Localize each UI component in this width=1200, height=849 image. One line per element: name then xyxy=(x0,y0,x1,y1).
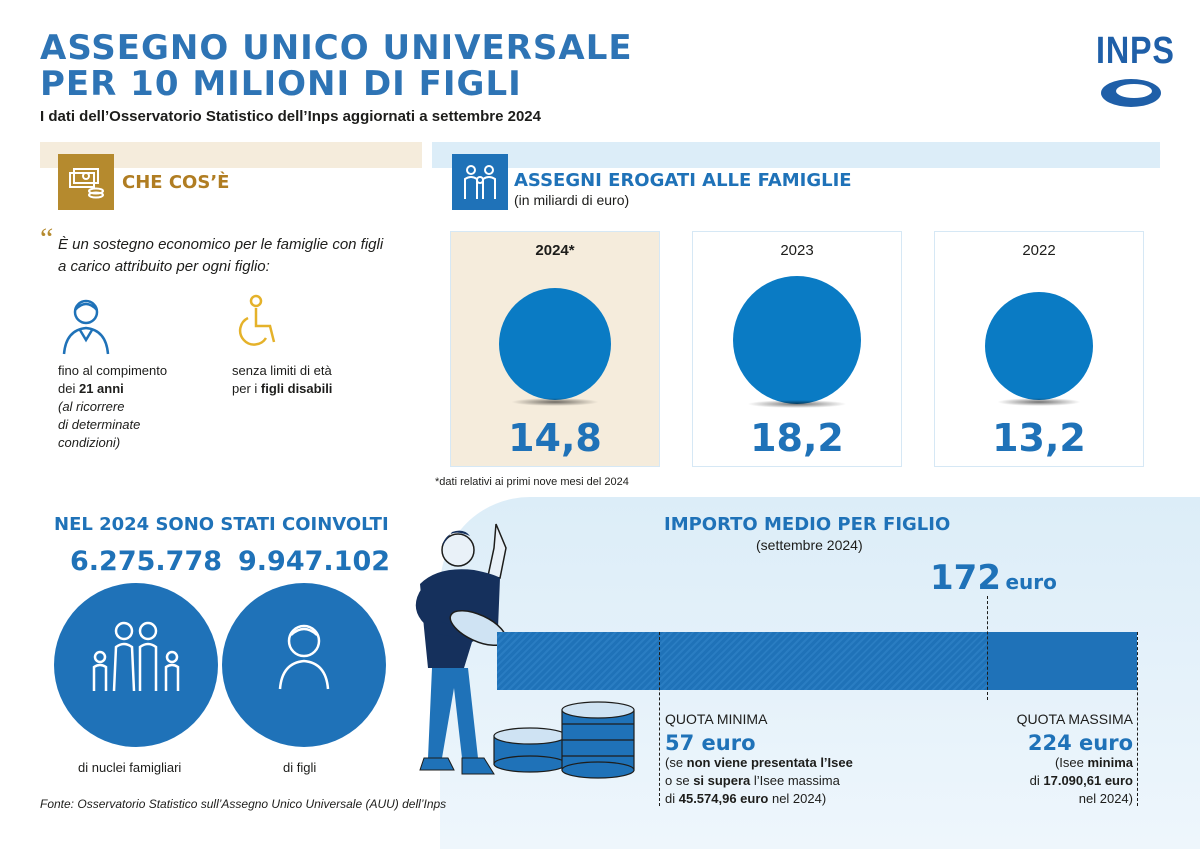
card-year: 2023 xyxy=(780,242,814,259)
source-footer: Fonte: Osservatorio Statistico sull’Asse… xyxy=(40,797,447,811)
quote-icon: “ xyxy=(40,222,54,255)
min-label: QUOTA MINIMA xyxy=(665,711,768,727)
coinvolti-heading: NEL 2024 SONO STATI COINVOLTI xyxy=(54,514,389,535)
section-band-assegni xyxy=(432,142,1160,168)
assegni-heading: ASSEGNI EROGATI ALLE FAMIGLIE xyxy=(514,170,852,191)
person-with-coin-illustration xyxy=(415,523,635,779)
min-note: (se non viene presentata l’Isee o se si … xyxy=(665,755,853,806)
inps-logo-text: INPS xyxy=(1096,30,1175,72)
avg-value: 172 xyxy=(930,558,1001,598)
amount-range-fill xyxy=(497,632,987,690)
family-group-icon xyxy=(92,621,180,692)
card-year: 2022 xyxy=(1022,242,1056,259)
what-definition: È un sostegno economico per le famiglie … xyxy=(58,236,384,275)
card-2023: 2023 18,2 xyxy=(692,231,902,467)
max-label: QUOTA MASSIMA xyxy=(1016,711,1133,727)
max-note: (Isee minima di 17.090,61 euro nel 2024) xyxy=(1029,755,1133,806)
card-value: 14,8 xyxy=(508,416,602,460)
max-value: 224 euro xyxy=(1027,731,1133,755)
families-value: 6.275.778 xyxy=(70,546,223,577)
families-label: di nuclei famigliari xyxy=(78,760,182,775)
max-marker-line xyxy=(1137,632,1138,806)
assegni-unit: (in miliardi di euro) xyxy=(514,192,630,208)
child-icon xyxy=(278,624,330,690)
amount-ball-2022 xyxy=(985,292,1093,400)
min-marker-line xyxy=(659,632,660,806)
title-line-2: PER 10 MILIONI DI FIGLI xyxy=(40,64,522,104)
amount-ball-2023 xyxy=(733,276,861,404)
wheelchair-icon xyxy=(238,294,276,346)
item-disabled-text: senza limiti di età per i figli disabili xyxy=(232,363,333,396)
avg-amount: 172 euro xyxy=(930,558,1057,598)
ball-shadow xyxy=(747,400,847,408)
item-age-text: fino al compimento dei 21 anni (al ricor… xyxy=(58,363,168,450)
ball-shadow xyxy=(997,398,1081,406)
amount-ball-2024 xyxy=(499,288,611,400)
children-circle xyxy=(222,583,386,747)
page-subtitle: I dati dell’Osservatorio Statistico dell… xyxy=(40,108,541,125)
avg-marker-line xyxy=(987,596,988,700)
children-label: di figli xyxy=(283,760,317,775)
title-line-1: ASSEGNO UNICO UNIVERSALE xyxy=(40,28,633,68)
card-value: 18,2 xyxy=(750,416,844,460)
ball-shadow xyxy=(511,398,599,406)
children-value: 9.947.102 xyxy=(238,546,391,577)
card-year: 2024* xyxy=(535,242,575,259)
page-title: ASSEGNO UNICO UNIVERSALE PER 10 MILIONI … xyxy=(40,30,633,102)
family-icon xyxy=(452,154,508,210)
what-heading: CHE COS’È xyxy=(122,172,230,193)
min-value: 57 euro xyxy=(665,731,756,755)
assegni-note: *dati relativi ai primi nove mesi del 20… xyxy=(435,476,629,488)
inps-logo-icon xyxy=(1101,79,1161,107)
importo-period: (settembre 2024) xyxy=(756,537,863,553)
families-circle xyxy=(54,583,218,747)
avg-unit: euro xyxy=(1005,570,1057,594)
young-person-icon xyxy=(62,299,110,355)
card-value: 13,2 xyxy=(992,416,1086,460)
card-2024: 2024* 14,8 xyxy=(450,231,660,467)
card-2022: 2022 13,2 xyxy=(934,231,1144,467)
money-icon xyxy=(58,154,114,210)
importo-heading: IMPORTO MEDIO PER FIGLIO xyxy=(664,514,951,535)
